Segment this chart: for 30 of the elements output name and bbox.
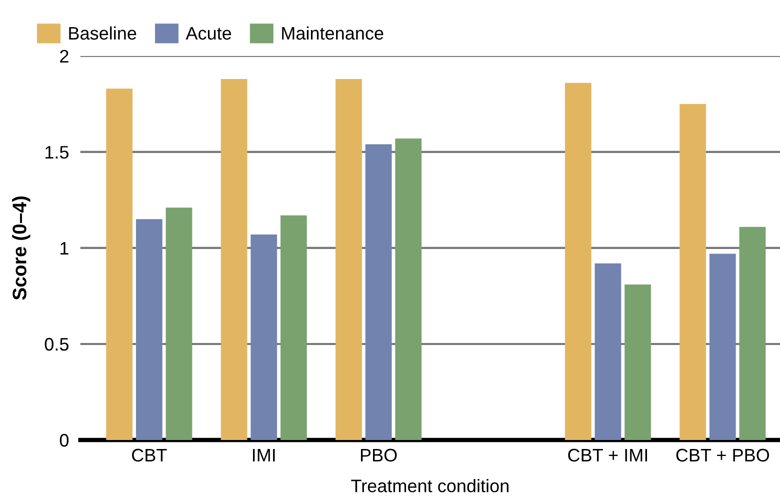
bar xyxy=(280,215,307,440)
y-tick-label: 0.5 xyxy=(44,338,68,351)
bar xyxy=(250,234,278,440)
y-axis-title: Score (0–4) xyxy=(12,196,30,300)
bar xyxy=(365,144,392,440)
y-tick-label: 1.5 xyxy=(46,146,68,159)
legend-label: Baseline xyxy=(69,26,136,40)
bar xyxy=(564,82,592,440)
x-tick-label: IMI xyxy=(252,448,275,462)
x-tick-label: CBT + IMI xyxy=(568,448,648,462)
legend-label: Maintenance xyxy=(282,26,384,40)
bar xyxy=(220,78,248,440)
x-tick-label: PBO xyxy=(360,448,397,462)
bar xyxy=(680,104,706,440)
x-tick-label: CBT + PBO xyxy=(676,448,770,462)
bar xyxy=(166,208,192,440)
y-tick-label: 2 xyxy=(60,50,68,62)
bar xyxy=(106,88,133,440)
bar xyxy=(336,78,362,440)
bar xyxy=(136,219,162,440)
bar xyxy=(709,254,736,440)
x-tick-label: CBT xyxy=(132,448,167,462)
y-tick-label: 1 xyxy=(60,242,68,255)
legend-label: Acute xyxy=(186,27,232,40)
bar xyxy=(624,284,651,440)
x-axis-title: Treatment condition xyxy=(351,479,508,492)
y-tick-label: 0 xyxy=(60,434,69,447)
bar xyxy=(594,263,622,440)
bar xyxy=(739,226,766,440)
bar xyxy=(395,138,422,440)
